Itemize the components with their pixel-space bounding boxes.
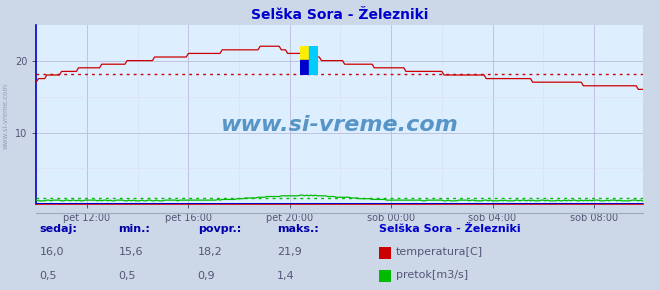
Text: www.si-vreme.com: www.si-vreme.com [221,115,458,135]
Bar [309,61,318,75]
Text: 0,5: 0,5 [40,271,57,280]
Text: maks.:: maks.: [277,224,318,234]
Text: 0,9: 0,9 [198,271,215,280]
Text: 15,6: 15,6 [119,247,143,257]
Text: min.:: min.: [119,224,150,234]
Text: temperatura[C]: temperatura[C] [396,247,483,257]
Text: 18,2: 18,2 [198,247,223,257]
Bar [300,61,309,75]
Title: Selška Sora - Železniki: Selška Sora - Železniki [250,8,428,22]
Text: 16,0: 16,0 [40,247,64,257]
Text: Selška Sora - Železniki: Selška Sora - Železniki [379,224,521,234]
Text: povpr.:: povpr.: [198,224,241,234]
Text: www.si-vreme.com: www.si-vreme.com [2,83,9,149]
Bar [300,46,309,61]
Text: pretok[m3/s]: pretok[m3/s] [396,271,468,280]
Bar [309,46,318,61]
Text: sedaj:: sedaj: [40,224,77,234]
Text: 1,4: 1,4 [277,271,295,280]
Text: 0,5: 0,5 [119,271,136,280]
Text: 21,9: 21,9 [277,247,302,257]
